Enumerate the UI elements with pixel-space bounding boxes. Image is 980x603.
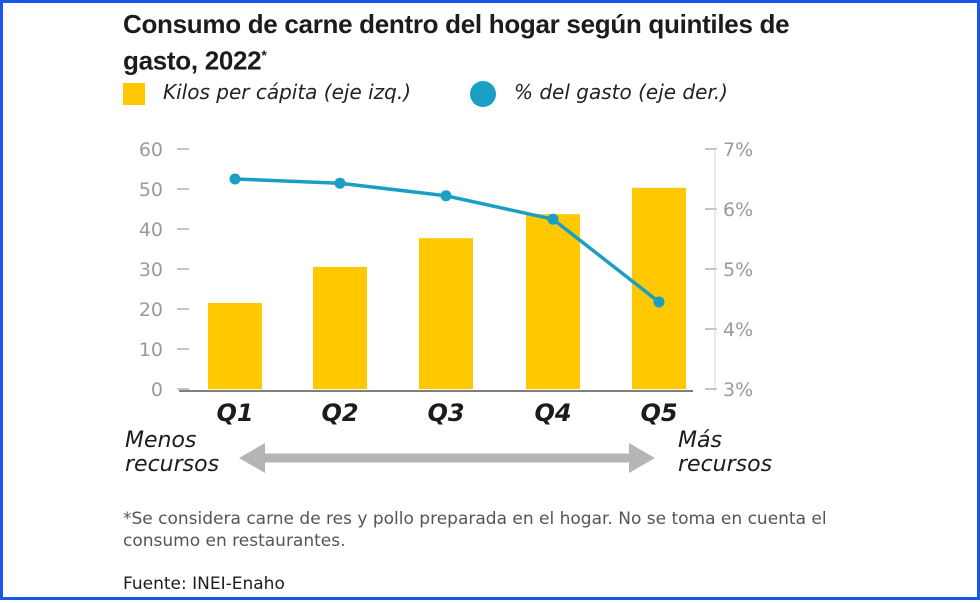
bar-q1	[208, 303, 262, 389]
line-layer	[229, 173, 665, 308]
category-labels: Q1 Q2 Q3 Q4 Q5	[216, 399, 677, 427]
left-tick-label: 0	[151, 379, 163, 401]
category-label-q3: Q3	[427, 399, 464, 427]
category-label-q2: Q2	[321, 399, 358, 427]
right-tick-label: 6%	[723, 199, 753, 221]
resources-arrow	[239, 443, 655, 473]
category-label-q1: Q1	[216, 399, 253, 427]
less-resources-line2: recursos	[125, 452, 219, 477]
arrow-head-right	[629, 443, 655, 473]
category-label-q4: Q4	[534, 399, 571, 427]
footnote: *Se considera carne de res y pollo prepa…	[123, 509, 827, 551]
right-axis: 3% 4% 5% 6% 7%	[705, 139, 753, 401]
left-tick-label: 60	[139, 139, 163, 161]
legend-line-label: % del gasto (eje der.)	[514, 80, 728, 104]
legend-bar-label: Kilos per cápita (eje izq.)	[163, 80, 412, 104]
bar-q4	[526, 214, 580, 389]
chart-svg: 0 10 20 30 40 50 60 3% 4% 5% 6% 7% Q1 Q2 Q3 Q4 Q5 Meno…	[125, 139, 772, 477]
line-point-q1	[229, 173, 241, 185]
more-resources-line2: recursos	[678, 452, 772, 477]
right-tick-label: 5%	[723, 259, 753, 281]
chart-title: Consumo de carne dentro del hogar según …	[123, 9, 790, 76]
right-tick-label: 3%	[723, 379, 753, 401]
left-tick-label: 50	[139, 179, 163, 201]
legend-line-marker	[470, 81, 496, 107]
left-tick-label: 30	[139, 259, 163, 281]
left-axis: 0 10 20 30 40 50 60	[139, 139, 189, 401]
legend-bar-swatch	[123, 83, 145, 105]
left-tick-label: 20	[139, 299, 163, 321]
bars-layer	[208, 187, 686, 389]
left-tick-label: 10	[139, 339, 163, 361]
source-note: Fuente: INEI-Enaho	[123, 574, 285, 594]
category-label-q5: Q5	[640, 399, 677, 427]
arrow-head-left	[239, 443, 265, 473]
right-tick-label: 7%	[723, 139, 753, 161]
line-point-q5	[653, 296, 665, 308]
bar-q3	[419, 238, 473, 389]
line-point-q4	[547, 213, 559, 225]
left-tick-label: 40	[139, 219, 163, 241]
line-point-q2	[334, 177, 346, 189]
bar-q2	[313, 267, 367, 389]
right-tick-label: 4%	[723, 319, 753, 341]
line-point-q3	[440, 190, 452, 202]
title-footnote-marker: *	[261, 47, 267, 63]
less-resources-line1: Menos	[125, 428, 196, 453]
more-resources-line1: Más	[678, 428, 722, 453]
